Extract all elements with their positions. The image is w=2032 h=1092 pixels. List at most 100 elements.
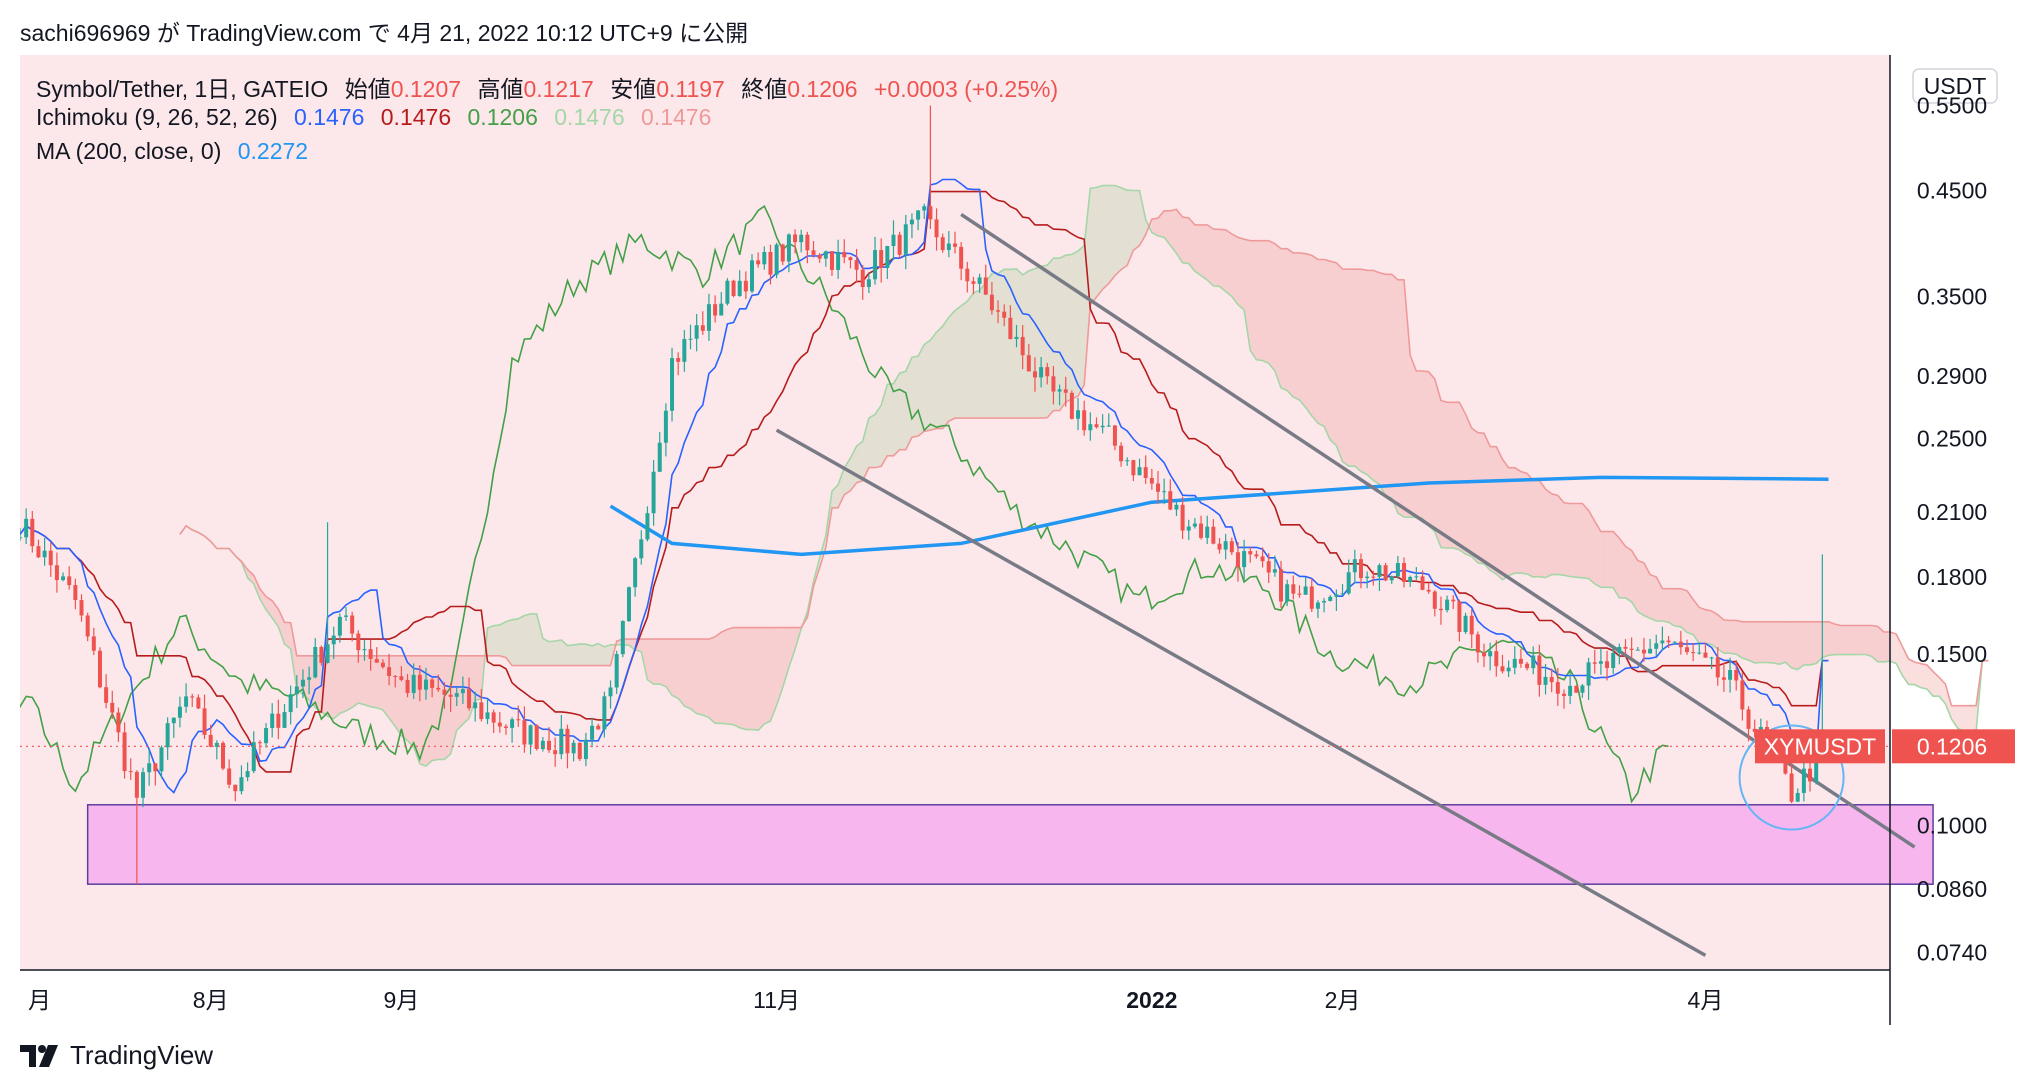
publish-info: sachi696969 が TradingView.com で 4月 21, 2… bbox=[20, 14, 748, 48]
ichimoku-span-b-line bbox=[179, 208, 1989, 707]
candle-body bbox=[559, 728, 564, 755]
candle-body bbox=[620, 621, 625, 655]
candle-body bbox=[1666, 640, 1671, 643]
candle-body bbox=[362, 649, 367, 651]
candle-body bbox=[313, 646, 318, 678]
site-name[interactable]: TradingView.com bbox=[186, 20, 362, 46]
candle-body bbox=[1617, 646, 1622, 653]
ichimoku-cloud-segment bbox=[1231, 234, 1238, 305]
candle-body bbox=[48, 550, 53, 566]
support-zone-rect[interactable] bbox=[86, 804, 1934, 885]
ichimoku-cloud-segment bbox=[432, 655, 439, 761]
legend-open-label: 始値 bbox=[344, 76, 391, 102]
candle-body bbox=[405, 679, 410, 693]
candle-body bbox=[1543, 676, 1548, 685]
candle-body bbox=[141, 772, 146, 798]
candle-body bbox=[1112, 425, 1117, 446]
price-tick-label: 0.2900 bbox=[1917, 363, 1987, 389]
ichimoku-cloud-segment bbox=[672, 639, 679, 699]
candle-body bbox=[1518, 658, 1523, 664]
author[interactable]: sachi696969 bbox=[20, 20, 151, 46]
channel-lower-trendline[interactable] bbox=[775, 428, 1707, 957]
ichimoku-cloud-segment bbox=[1834, 623, 1841, 655]
ichimoku-cloud-segment bbox=[1533, 480, 1540, 577]
ichimoku-cloud-segment bbox=[1785, 621, 1792, 668]
ichimoku-cloud-segment bbox=[1576, 503, 1583, 578]
candle-body bbox=[522, 720, 527, 745]
ichimoku-cloud-segment bbox=[524, 613, 531, 666]
ichimoku-cloud-segment bbox=[1133, 190, 1140, 251]
chart-area[interactable]: USDT 0.5500 0.4500 0.3500 0.2900 0.2500 0.2100… bbox=[0, 55, 2015, 1025]
ichimoku-cloud-segment bbox=[788, 627, 796, 668]
legend-ichimoku[interactable]: Ichimoku (9, 26, 52, 26) 0.1476 0.1476 0… bbox=[36, 104, 721, 131]
ichimoku-cloud-segment bbox=[758, 627, 765, 731]
candle-body bbox=[836, 251, 841, 270]
candle-body bbox=[417, 674, 422, 690]
candle-body bbox=[645, 513, 650, 540]
candle-body bbox=[171, 717, 176, 724]
candle-body bbox=[737, 280, 742, 296]
candle-body bbox=[1291, 584, 1296, 594]
currency-badge[interactable]: USDT bbox=[1912, 68, 1998, 104]
candle-body bbox=[1020, 336, 1025, 356]
candle-body bbox=[54, 565, 59, 581]
candle-body bbox=[786, 234, 791, 262]
tradingview-watermark[interactable]: TradingView bbox=[20, 1040, 213, 1071]
candle-body bbox=[159, 747, 164, 772]
highlight-circle[interactable] bbox=[1738, 724, 1845, 831]
candle-body bbox=[940, 237, 945, 251]
ichimoku-cloud-segment bbox=[530, 613, 537, 666]
candle-body bbox=[1586, 662, 1591, 686]
candle-body bbox=[510, 719, 515, 728]
legend-open: 0.1207 bbox=[390, 76, 462, 102]
candle-body bbox=[688, 338, 693, 340]
ichimoku-cloud-segment bbox=[438, 655, 445, 760]
ichimoku-cloud-segment bbox=[1914, 661, 1921, 688]
ichimoku-span-a-value: 0.1476 bbox=[554, 104, 625, 130]
candle-body bbox=[1469, 615, 1474, 635]
ichimoku-cloud-segment bbox=[1004, 269, 1011, 419]
legend-symbol[interactable]: Symbol/Tether, 1日, GATEIO bbox=[36, 76, 329, 102]
candle-body bbox=[491, 712, 496, 723]
ichimoku-cloud-segment bbox=[715, 632, 722, 724]
candle-body bbox=[1063, 389, 1068, 393]
ichimoku-cloud-segment bbox=[1582, 503, 1589, 579]
candle-body bbox=[282, 712, 287, 728]
ichimoku-cloud-segment bbox=[598, 643, 605, 666]
ichimoku-cloud-segment bbox=[1102, 185, 1109, 290]
symbol-tag[interactable]: XYMUSDT bbox=[1755, 729, 1885, 764]
ma-value: 0.2272 bbox=[237, 138, 309, 164]
candle-body bbox=[1654, 643, 1659, 649]
candle-body bbox=[626, 587, 631, 622]
candle-body bbox=[959, 246, 964, 269]
ichimoku-cloud-segment bbox=[1779, 621, 1786, 665]
ichimoku-cloud-segment bbox=[696, 639, 703, 715]
candle-body bbox=[177, 706, 182, 718]
ichimoku-cloud-segment bbox=[1773, 621, 1780, 665]
ichimoku-cloud-segment bbox=[979, 282, 986, 419]
legend-ma[interactable]: MA (200, close, 0) 0.2272 bbox=[36, 138, 318, 165]
candle-body bbox=[1537, 655, 1542, 685]
candle-body bbox=[583, 739, 588, 760]
ma-label: MA (200, close, 0) bbox=[36, 138, 222, 164]
candle-body bbox=[1119, 445, 1124, 462]
candle-body bbox=[1592, 662, 1597, 664]
candle-body bbox=[1697, 652, 1702, 654]
last-price-tag[interactable]: 0.1206 bbox=[1892, 729, 2015, 764]
candle-body bbox=[1334, 594, 1339, 597]
ichimoku-cloud-segment bbox=[1139, 190, 1146, 246]
candle-body bbox=[1192, 523, 1197, 527]
candle-body bbox=[91, 636, 96, 651]
candle-body bbox=[713, 304, 718, 316]
ichimoku-cloud-segment bbox=[358, 655, 365, 705]
ichimoku-cloud-segment bbox=[1440, 400, 1448, 549]
ichimoku-cloud-segment bbox=[1662, 588, 1669, 623]
ichimoku-cloud-segment bbox=[1840, 625, 1847, 655]
ichimoku-cloud-segment bbox=[1490, 446, 1497, 575]
candle-body bbox=[1069, 392, 1074, 419]
ichimoku-cloud-segment bbox=[1428, 371, 1435, 532]
ichimoku-cloud-segment bbox=[1225, 229, 1232, 297]
ichimoku-cloud-segment bbox=[266, 596, 273, 618]
